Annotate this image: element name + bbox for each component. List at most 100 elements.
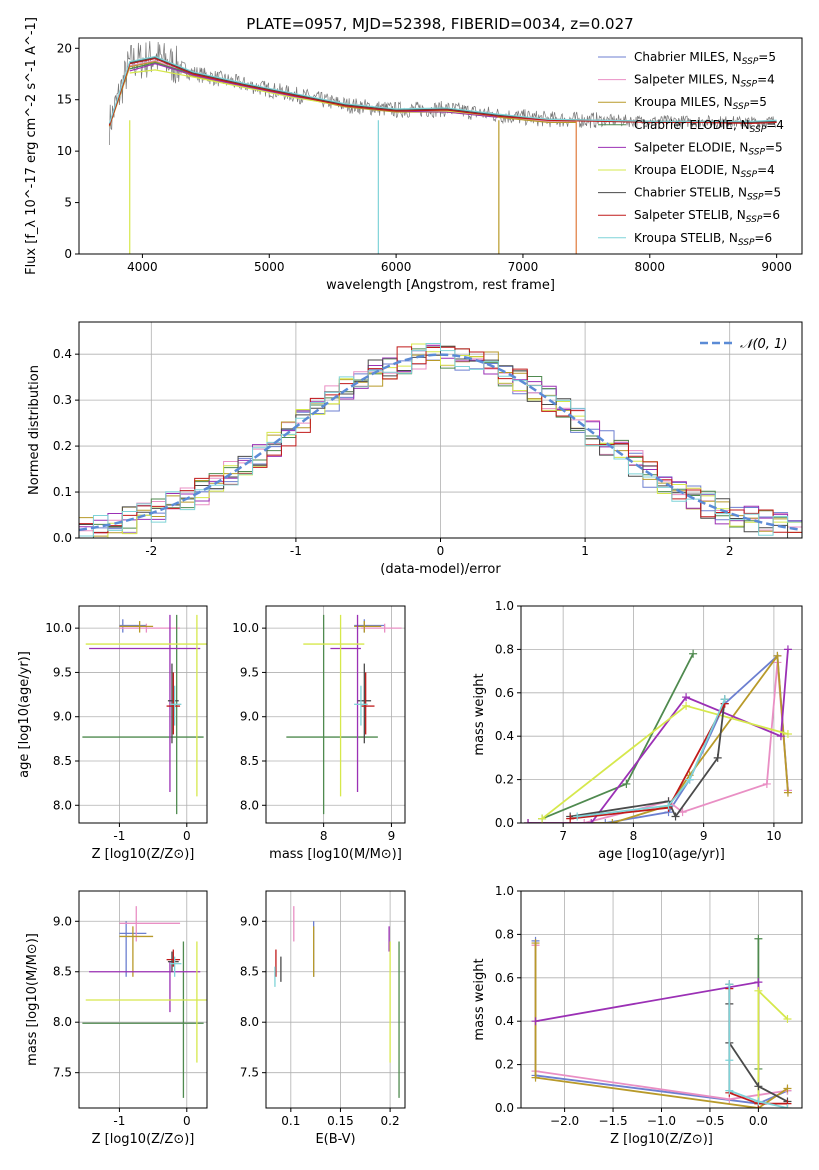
x-tick-label: 0.2 [381,1114,400,1128]
legend-subscript: SSP [746,215,763,225]
data-point-marker [566,814,575,823]
series-line [528,654,789,823]
y-tick-label: 9.0 [53,914,72,928]
data-point-marker [587,819,596,823]
data-point-marker [762,779,771,788]
legend-label: Kroupa MILES, NSSP=5 [634,95,767,112]
y-tick-label: 0.0 [495,1101,514,1115]
axes-frame [78,890,208,1109]
data-point-marker [773,651,782,660]
axes-mass_vs_ebv: 0.1 0.15 0.2 7.5 8.0 8.5 9.0 E(B-V) [240,890,406,1147]
legend-subscript: SSP [738,238,755,248]
y-tick-label: 0.4 [495,1014,514,1028]
series-line [570,703,726,820]
y-tick-label: 0.3 [53,393,72,407]
y-tick-label: 9.5 [240,665,259,679]
axes-frame [78,37,803,255]
legend-subscript: SSP [747,193,764,203]
normal-curve [79,353,802,532]
series-line [577,698,726,818]
y-axis-label: mass [log10(M/M⊙)] [25,933,40,1066]
x-tick-label: 0.0 [749,1114,768,1128]
x-axis-label: Z [log10(Z/Z⊙)] [92,847,195,862]
x-tick-label: −0.5 [695,1114,724,1128]
y-tick-label: 1.0 [495,884,514,898]
series-line [108,55,777,124]
x-tick-label: 9 [388,829,396,843]
y-tick-label: 5 [64,196,72,210]
data-point-marker [725,980,734,989]
axes-mass_vs_Z: -1 0 7.5 8.0 8.5 9.0 Z [log10(Z/Z⊙)] mass [log1… [25,890,208,1147]
data-point-marker [713,753,722,762]
legend-count: =4 [757,163,775,177]
data-point-marker [783,730,792,739]
plot-area-age_vs_Z [82,614,207,815]
data-point-marker [685,775,694,784]
plot-area-mass_weight_vs_age [524,645,792,823]
y-axis-label: Normed distribution [27,365,42,495]
x-axis-label: E(B-V) [315,1132,355,1147]
data-point-marker [754,934,763,943]
series-line [129,63,498,118]
x-tick-label: 4000 [127,260,158,274]
legend-label: Salpeter STELIB, NSSP=6 [634,208,780,225]
y-tick-label: 20 [57,41,72,55]
y-tick-label: 0.0 [53,531,72,545]
axes-age_vs_mass: 8 9 8.0 8.5 9.0 9.5 10.0 mass [log10(M/M⊙)] [232,605,406,862]
legend-label: Kroupa STELIB, NSSP=6 [634,231,772,248]
y-tick-label: 0.8 [495,927,514,941]
legend-subscript: SSP [741,80,758,90]
y-tick-label: 0.1 [53,485,72,499]
plot-area-mass_vs_ebv [274,906,400,1098]
x-axis-label: Z [log10(Z/Z⊙)] [92,1132,195,1147]
x-tick-label: 0.15 [327,1114,354,1128]
data-point-marker [689,649,698,658]
x-tick-label: 1 [581,544,589,558]
data-point-marker [601,819,610,823]
data-point-marker [524,819,533,823]
data-point-marker [720,695,729,704]
plot-area-residuals [79,343,802,538]
x-tick-label: 10 [766,829,781,843]
x-tick-label: −1.5 [598,1114,627,1128]
legend-subscript: SSP [742,57,759,67]
y-axis-label: mass weight [472,673,487,755]
data-point-marker [783,788,792,797]
y-tick-label: 0.0 [495,816,514,830]
y-tick-label: 8.0 [53,798,72,812]
data-point-marker [776,732,785,741]
data-point-marker [573,812,582,821]
legend-count: =5 [765,140,783,154]
y-tick-label: 0.8 [495,642,514,656]
x-axis-label: mass [log10(M/M⊙)] [269,847,402,862]
data-point-marker [682,701,691,710]
y-tick-label: 0.2 [53,439,72,453]
y-tick-label: 8.0 [240,1015,259,1029]
legend-label: Chabrier STELIB, NSSP=5 [634,186,781,203]
legend-subscript: SSP [741,170,758,180]
y-tick-label: 0.4 [53,347,72,361]
x-tick-label: −2.0 [550,1114,579,1128]
data-point-marker [622,779,631,788]
axes-mass_weight_vs_Z: −2.0 −1.5 −1.0 −0.5 0.0 0.0 0.2 0.4 0.6 0.8 1.0 Z [… [472,884,803,1147]
x-tick-label: 8000 [635,260,666,274]
x-tick-label: 9 [700,829,708,843]
y-tick-label: 9.0 [53,710,72,724]
x-tick-label: 7 [559,829,567,843]
legend-count: =6 [762,208,780,222]
x-tick-label: 7000 [508,260,539,274]
data-point-marker [664,801,673,810]
plot-area-age_vs_mass [286,614,402,815]
x-axis-label: Z [log10(Z/Z⊙)] [610,1132,713,1147]
legend-count: =4 [766,118,784,132]
axes-mass_weight_vs_age: 7 8 9 10 0.0 0.2 0.4 0.6 0.8 1.0 age [log10(age/yr… [472,599,803,862]
data-point-marker [608,819,617,823]
y-tick-label: 8.5 [240,754,259,768]
x-tick-label: 5000 [254,260,285,274]
x-tick-label: 9000 [761,260,792,274]
series-line [108,56,777,125]
observed-spectrum-line [109,41,777,145]
y-tick-label: 8.5 [53,754,72,768]
x-axis-label: age [log10(age/yr)] [598,847,725,862]
